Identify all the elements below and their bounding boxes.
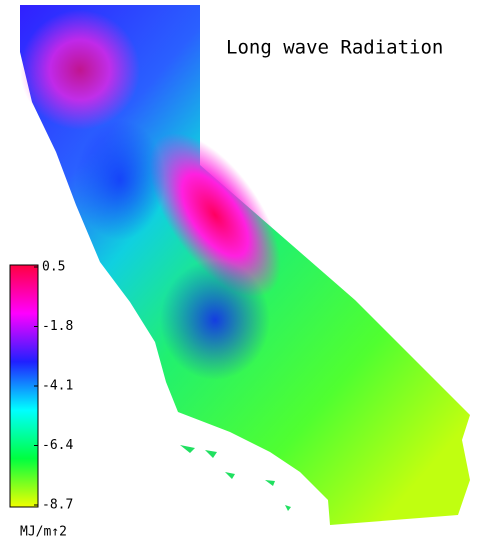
colorbar-unit: MJ/m↑2 xyxy=(20,525,67,540)
colorbar xyxy=(9,264,39,508)
tick-label: -8.7 xyxy=(42,498,73,513)
tick-label: -4.1 xyxy=(42,379,73,394)
map-title: Long wave Radiation xyxy=(226,37,443,59)
tick-label: -6.4 xyxy=(42,438,73,453)
tick-label: -1.8 xyxy=(42,319,73,334)
california-map xyxy=(20,5,470,525)
color-legend: MJ/m↑2 0.5 -1.8 -4.1 -6.4 -8.7 xyxy=(9,260,73,540)
tick-label: 0.5 xyxy=(42,260,65,275)
